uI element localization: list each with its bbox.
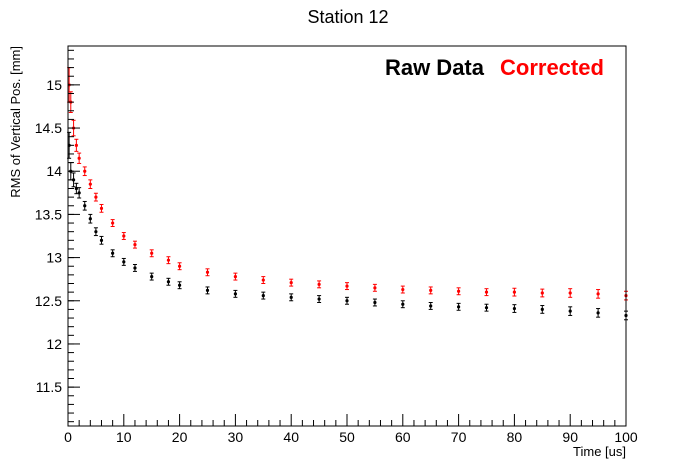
y-tick-label: 12 xyxy=(46,336,62,352)
data-point xyxy=(345,284,349,288)
data-point xyxy=(133,266,137,270)
data-point xyxy=(457,305,461,309)
data-marks xyxy=(67,67,628,321)
y-tick-label: 14.5 xyxy=(35,120,62,136)
data-point xyxy=(133,243,137,247)
legend-corrected: Corrected xyxy=(500,55,604,80)
data-point xyxy=(99,206,104,210)
data-point xyxy=(373,300,377,305)
data-point xyxy=(77,191,81,195)
data-point xyxy=(401,287,405,292)
data-point xyxy=(484,306,489,310)
x-axis-label: Time [us] xyxy=(573,444,626,459)
data-point xyxy=(178,264,182,268)
x-tick-label: 10 xyxy=(116,429,132,445)
data-point xyxy=(88,182,92,186)
plot-frame xyxy=(67,45,627,427)
data-point xyxy=(74,143,78,147)
data-point xyxy=(205,288,210,293)
data-point xyxy=(484,290,489,294)
data-point xyxy=(429,304,433,308)
data-point xyxy=(150,274,154,279)
data-point xyxy=(540,291,544,295)
data-point xyxy=(457,289,461,293)
data-point xyxy=(317,297,321,301)
data-point xyxy=(289,281,293,285)
chart-title: Station 12 xyxy=(307,7,388,27)
data-point xyxy=(261,278,265,282)
data-point xyxy=(99,238,104,242)
data-point xyxy=(77,156,81,160)
series-0 xyxy=(67,131,628,321)
y-tick-label: 12.5 xyxy=(35,293,62,309)
data-point xyxy=(122,234,126,238)
x-tick-label: 50 xyxy=(339,429,355,445)
data-point xyxy=(568,309,572,313)
y-tick-label: 15 xyxy=(46,77,62,93)
data-point xyxy=(596,311,600,315)
x-tick-label: 0 xyxy=(64,429,72,445)
data-point xyxy=(111,251,115,255)
data-point xyxy=(345,299,349,303)
data-point xyxy=(540,307,544,312)
x-tick-label: 90 xyxy=(562,429,578,445)
y-tick-label: 11.5 xyxy=(36,379,62,395)
legend-raw-data: Raw Data xyxy=(385,55,485,80)
series-1 xyxy=(67,67,628,301)
x-tick-label: 30 xyxy=(228,429,244,445)
y-tick-label: 14 xyxy=(46,163,62,179)
data-point xyxy=(596,292,600,296)
data-point xyxy=(317,282,321,286)
data-point xyxy=(373,286,377,290)
data-point xyxy=(261,293,265,298)
data-point xyxy=(178,283,182,287)
data-point xyxy=(111,221,115,225)
data-point xyxy=(205,270,210,274)
data-point xyxy=(512,306,517,311)
data-point xyxy=(122,260,126,264)
data-point xyxy=(166,258,171,262)
data-point xyxy=(233,292,237,296)
x-tick-label: 60 xyxy=(395,429,411,445)
data-point xyxy=(166,280,171,284)
x-tick-label: 70 xyxy=(451,429,467,445)
x-tick-label: 100 xyxy=(614,429,638,445)
y-axis-label: RMS of Vertical Pos. [mm] xyxy=(8,46,23,198)
data-point xyxy=(429,288,433,293)
data-point xyxy=(83,204,87,208)
data-point xyxy=(150,251,154,255)
data-point xyxy=(88,217,92,221)
x-tick-label: 40 xyxy=(283,429,299,445)
data-point xyxy=(94,230,98,234)
y-tick-label: 13 xyxy=(46,250,62,266)
y-tick-label: 13.5 xyxy=(35,206,62,222)
data-point xyxy=(83,169,87,173)
data-point xyxy=(289,295,293,299)
data-point xyxy=(401,302,405,306)
data-point xyxy=(568,291,572,295)
x-tick-label: 20 xyxy=(172,429,188,445)
data-point xyxy=(94,195,98,199)
x-tick-label: 80 xyxy=(507,429,523,445)
data-point xyxy=(512,290,517,294)
axes: 0 10 20 30 40 50 60 70 80 90 100 11.5 12 12.5 13 13.5 14… xyxy=(35,49,638,445)
data-point xyxy=(233,274,237,279)
